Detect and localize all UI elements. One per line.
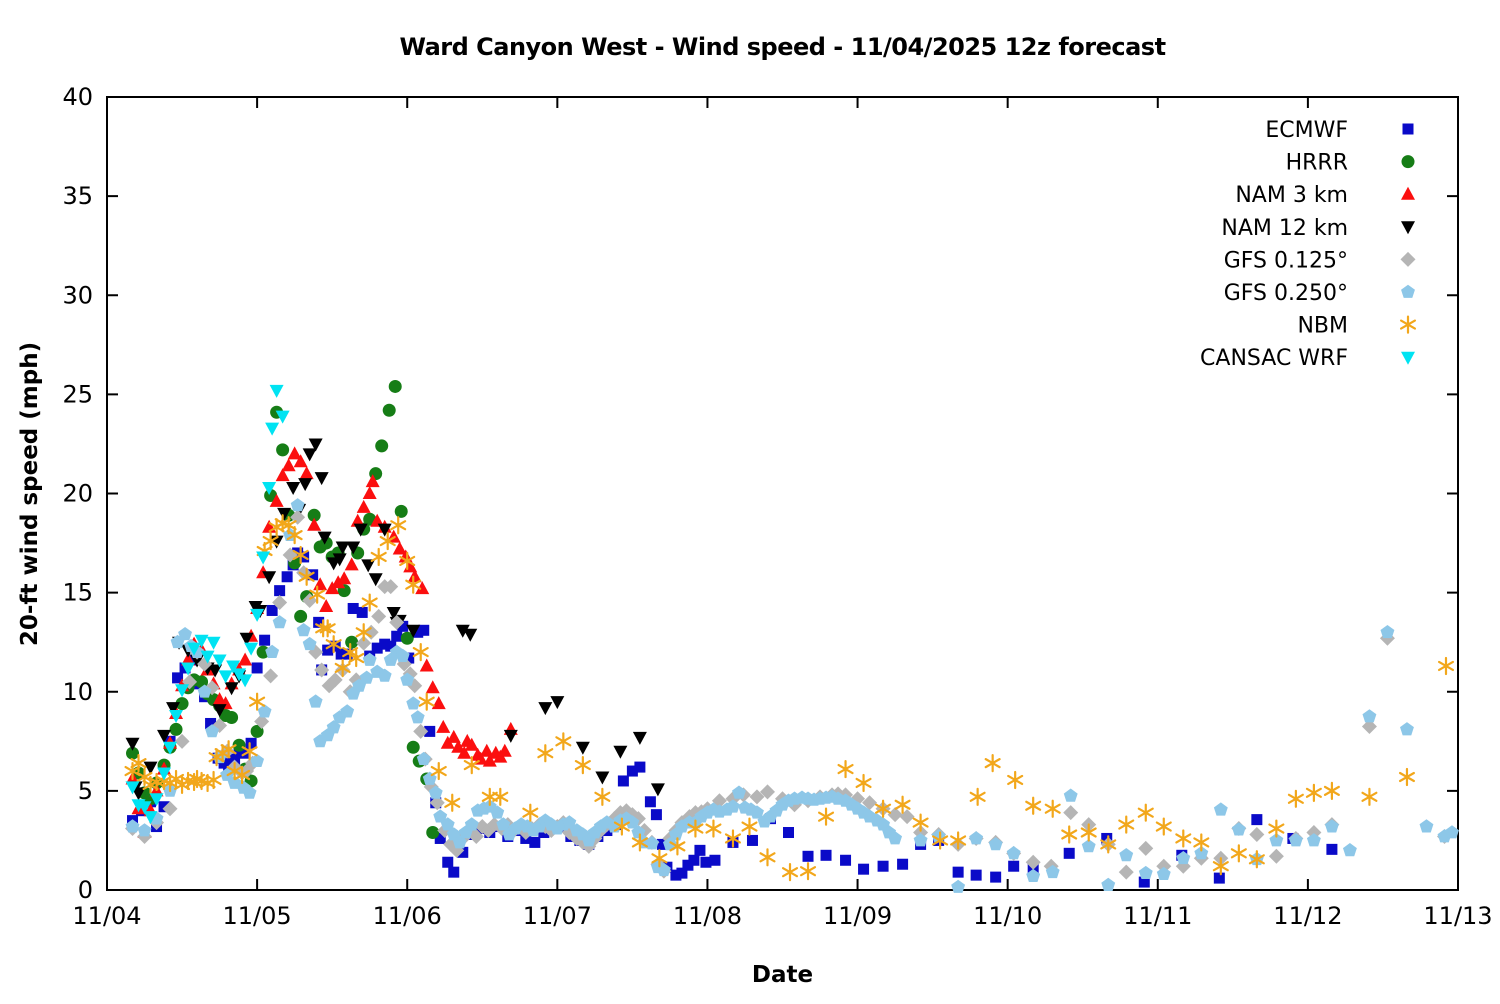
x-tick-label: 11/06 <box>373 902 442 930</box>
legend-label: GFS 0.125° <box>1224 248 1348 273</box>
legend-label: GFS 0.250° <box>1224 281 1348 306</box>
series-nbm <box>124 514 1455 882</box>
nam-3-km-legend-marker-icon <box>1401 186 1415 200</box>
chart-title: Ward Canyon West - Wind speed - 11/04/20… <box>399 33 1166 61</box>
gfs-0-125-legend-marker-icon <box>1400 251 1416 267</box>
series-nam-12-km <box>125 438 665 801</box>
y-tick-label: 40 <box>62 83 93 111</box>
x-tick-label: 11/09 <box>823 902 892 930</box>
y-tick-label: 25 <box>62 380 93 408</box>
legend-item-nam-3-km: NAM 3 km <box>1235 183 1415 208</box>
y-tick-label: 30 <box>62 281 93 309</box>
y-tick-label: 35 <box>62 182 93 210</box>
legend-item-cansac-wrf: CANSAC WRF <box>1200 346 1415 371</box>
hrrr-legend-marker-icon <box>1401 155 1415 169</box>
legend-item-nbm: NBM <box>1297 314 1417 339</box>
nbm-legend-marker-icon <box>1399 315 1417 334</box>
nam-12-km-legend-marker-icon <box>1401 221 1415 235</box>
y-axis-title: 20-ft wind speed (mph) <box>17 341 43 647</box>
legend: ECMWF HRRR NAM 3 km NAM 12 km GFS 0.125° GFS … <box>1200 118 1417 371</box>
x-tick-label: 11/13 <box>1423 902 1492 930</box>
x-tick-label: 11/07 <box>523 902 592 930</box>
y-tick-label: 0 <box>78 876 93 904</box>
gfs-0-250-legend-marker-icon <box>1401 284 1415 298</box>
legend-label: ECMWF <box>1265 118 1348 143</box>
legend-label: NAM 12 km <box>1221 216 1348 241</box>
axes-ticks <box>106 96 1459 891</box>
legend-label: NBM <box>1297 314 1348 339</box>
legend-item-gfs-0-250: GFS 0.250° <box>1224 281 1415 306</box>
ecmwf-legend-marker-icon <box>1402 123 1414 135</box>
x-tick-label: 11/08 <box>673 902 742 930</box>
series-gfs-0-250 <box>125 498 1459 893</box>
y-tick-label: 5 <box>78 777 93 805</box>
legend-item-nam-12-km: NAM 12 km <box>1221 216 1415 241</box>
tick-labels: 11/04 11/05 11/06 11/07 11/08 11/09 11/10 11/11… <box>62 83 1492 930</box>
legend-label: HRRR <box>1286 151 1348 176</box>
x-tick-label: 11/04 <box>72 902 141 930</box>
y-tick-label: 15 <box>62 579 93 607</box>
x-tick-label: 11/10 <box>973 902 1042 930</box>
legend-label: NAM 3 km <box>1235 183 1348 208</box>
x-tick-label: 11/11 <box>1123 902 1192 930</box>
legend-item-gfs-0-125: GFS 0.125° <box>1224 248 1416 273</box>
x-tick-label: 11/12 <box>1273 902 1342 930</box>
x-axis-title: Date <box>751 962 814 988</box>
y-tick-label: 20 <box>62 480 93 508</box>
legend-item-ecmwf: ECMWF <box>1265 118 1414 143</box>
y-tick-label: 10 <box>62 678 93 706</box>
cansac-wrf-legend-marker-icon <box>1401 351 1415 365</box>
legend-item-hrrr: HRRR <box>1286 151 1415 176</box>
x-tick-label: 11/05 <box>223 902 292 930</box>
legend-label: CANSAC WRF <box>1200 346 1348 371</box>
series-cansac-wrf <box>125 384 290 825</box>
